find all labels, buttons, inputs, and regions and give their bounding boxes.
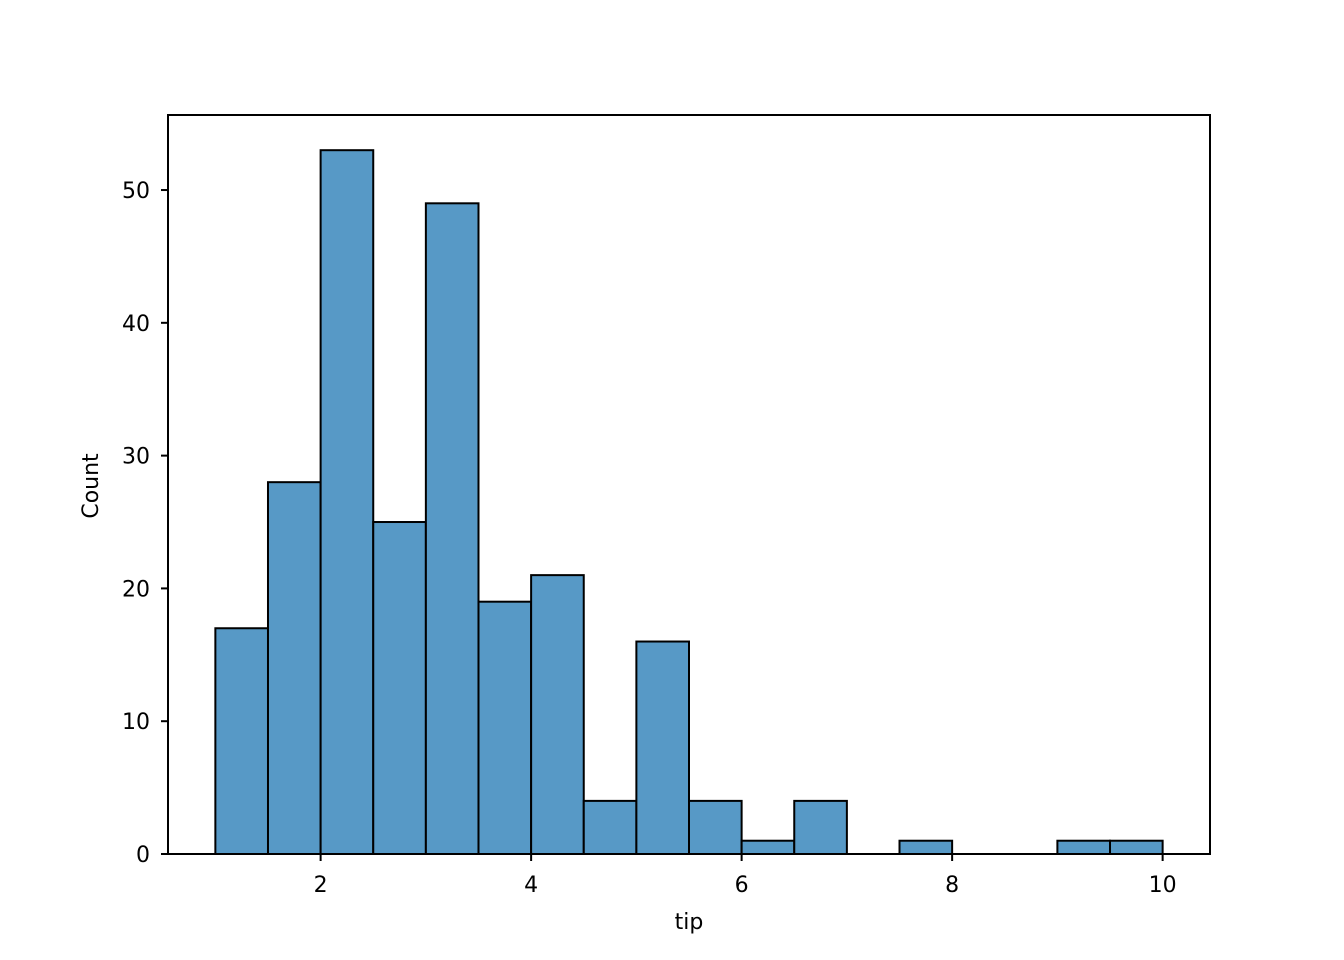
x-tick-label: 2 xyxy=(314,873,328,898)
y-tick-label: 50 xyxy=(122,179,150,204)
y-tick-label: 30 xyxy=(122,445,150,470)
bars-group xyxy=(214,149,1164,856)
x-axis-ticks: 2 4 6 8 10 xyxy=(314,854,1177,898)
y-tick-label: 20 xyxy=(122,577,150,602)
x-tick-label: 6 xyxy=(735,873,749,898)
histogram-bar xyxy=(266,481,322,855)
histogram-bar xyxy=(530,574,585,855)
histogram-bar xyxy=(424,202,480,856)
x-tick-label: 10 xyxy=(1149,873,1177,898)
histogram-bar xyxy=(793,799,848,856)
histogram-bar xyxy=(582,799,638,856)
y-axis-ticks: 0 10 20 30 40 50 xyxy=(122,179,168,868)
histogram-bar xyxy=(688,799,743,856)
x-tick-label: 8 xyxy=(945,873,959,898)
histogram-bar xyxy=(372,521,427,856)
histogram-bar xyxy=(214,627,269,855)
y-tick-label: 40 xyxy=(122,312,150,337)
histogram-bar xyxy=(319,149,375,855)
histogram-bar xyxy=(740,839,796,856)
histogram-bar xyxy=(898,839,954,856)
y-axis-label: Count xyxy=(79,453,104,519)
histogram-bar xyxy=(477,600,533,855)
histogram-bar xyxy=(1056,839,1112,856)
y-tick-label: 10 xyxy=(122,710,150,735)
x-tick-label: 4 xyxy=(524,873,538,898)
y-tick-label: 0 xyxy=(136,843,150,868)
x-axis-label: tip xyxy=(675,910,704,935)
plot-frame xyxy=(167,114,1211,855)
histogram-bar xyxy=(635,640,690,855)
histogram-bar xyxy=(1109,839,1164,856)
